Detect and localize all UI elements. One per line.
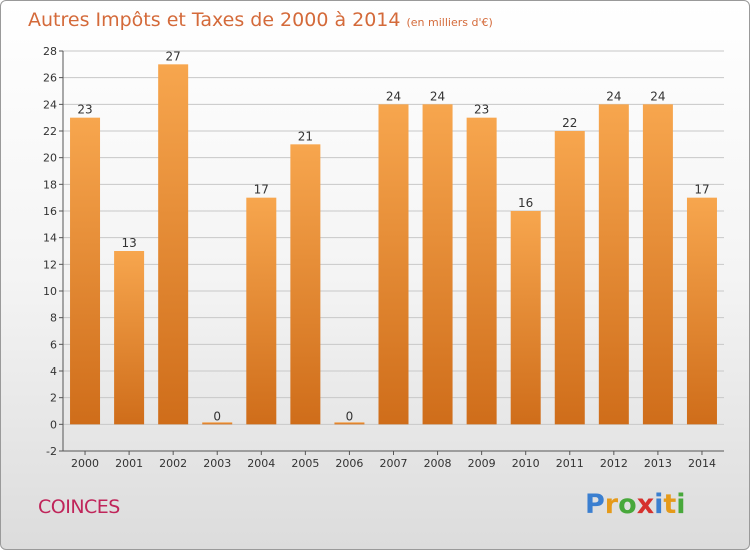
data-label: 17 — [254, 183, 269, 197]
y-tick-label: 26 — [43, 72, 57, 85]
bar — [466, 117, 497, 425]
bar — [158, 64, 189, 425]
y-tick-label: 0 — [50, 418, 57, 431]
data-label: 24 — [606, 89, 621, 103]
logo-letter: i — [654, 489, 664, 520]
data-label: 13 — [121, 236, 136, 250]
y-tick-label: 20 — [43, 152, 57, 165]
y-tick-label: 4 — [50, 365, 57, 378]
y-tick-label: 6 — [50, 338, 57, 351]
data-label: 0 — [346, 409, 354, 423]
data-label: 24 — [430, 89, 445, 103]
bar — [70, 117, 101, 425]
data-label: 22 — [562, 116, 577, 130]
data-label: 0 — [213, 409, 221, 423]
x-tick-label: 2012 — [600, 457, 628, 470]
x-tick-label: 2006 — [335, 457, 363, 470]
y-tick-label: 14 — [43, 232, 57, 245]
data-label: 24 — [386, 89, 401, 103]
bar — [642, 104, 673, 425]
bar — [290, 144, 321, 425]
y-tick-label: -2 — [46, 445, 57, 458]
bar — [554, 131, 585, 425]
bar — [246, 197, 277, 425]
y-tick-label: 24 — [43, 98, 57, 111]
logo-letter: o — [618, 489, 637, 520]
data-label: 17 — [694, 183, 709, 197]
x-tick-label: 2007 — [380, 457, 408, 470]
chart-subtitle: (en milliers d'€) — [406, 16, 493, 29]
x-tick-label: 2008 — [424, 457, 452, 470]
x-tick-label: 2001 — [115, 457, 143, 470]
bar — [510, 211, 541, 425]
data-label: 16 — [518, 196, 533, 210]
x-tick-label: 2014 — [688, 457, 716, 470]
bar — [114, 251, 145, 425]
bar — [598, 104, 629, 425]
logo-letter: P — [585, 489, 605, 520]
y-tick-label: 16 — [43, 205, 57, 218]
y-tick-label: 2 — [50, 392, 57, 405]
y-tick-label: 18 — [43, 178, 57, 191]
x-tick-label: 2010 — [512, 457, 540, 470]
title-text: Autres Impôts et Taxes de 2000 à 2014 — [28, 9, 401, 31]
bar — [378, 104, 409, 425]
x-tick-label: 2013 — [644, 457, 672, 470]
data-labels: 23 13 27 0 17 21 0 24 24 23 16 22 24 24 17 — [77, 49, 709, 423]
logo-letter: i — [676, 489, 686, 520]
y-tick-label: 8 — [50, 312, 57, 325]
x-tick-label: 2004 — [247, 457, 275, 470]
data-label: 27 — [166, 49, 181, 63]
bar — [202, 422, 233, 425]
logo-letter: t — [663, 489, 677, 520]
data-label: 21 — [298, 129, 313, 143]
bars — [70, 64, 717, 425]
y-tick-label: 28 — [43, 45, 57, 58]
logo-letter: x — [636, 489, 655, 520]
y-tick-label: 10 — [43, 285, 57, 298]
bar — [334, 422, 365, 425]
data-label: 24 — [650, 89, 665, 103]
data-label: 23 — [474, 103, 489, 117]
x-tick-label: 2000 — [71, 457, 99, 470]
x-tick-label: 2003 — [203, 457, 231, 470]
proxiti-logo: Proxiti — [585, 489, 686, 520]
y-tick-label: 12 — [43, 258, 57, 271]
chart-title: Autres Impôts et Taxes de 2000 à 2014 (en… — [28, 9, 493, 31]
y-tick-label: 22 — [43, 125, 57, 138]
x-tick-label: 2005 — [291, 457, 319, 470]
x-tick-label: 2011 — [556, 457, 584, 470]
x-tick-label: 2009 — [468, 457, 496, 470]
bar — [686, 197, 717, 425]
logo-letter: r — [604, 489, 619, 520]
x-tick-label: 2002 — [159, 457, 187, 470]
data-label: 23 — [77, 103, 92, 117]
bar — [422, 104, 453, 425]
commune-name: COINCES — [38, 496, 120, 518]
